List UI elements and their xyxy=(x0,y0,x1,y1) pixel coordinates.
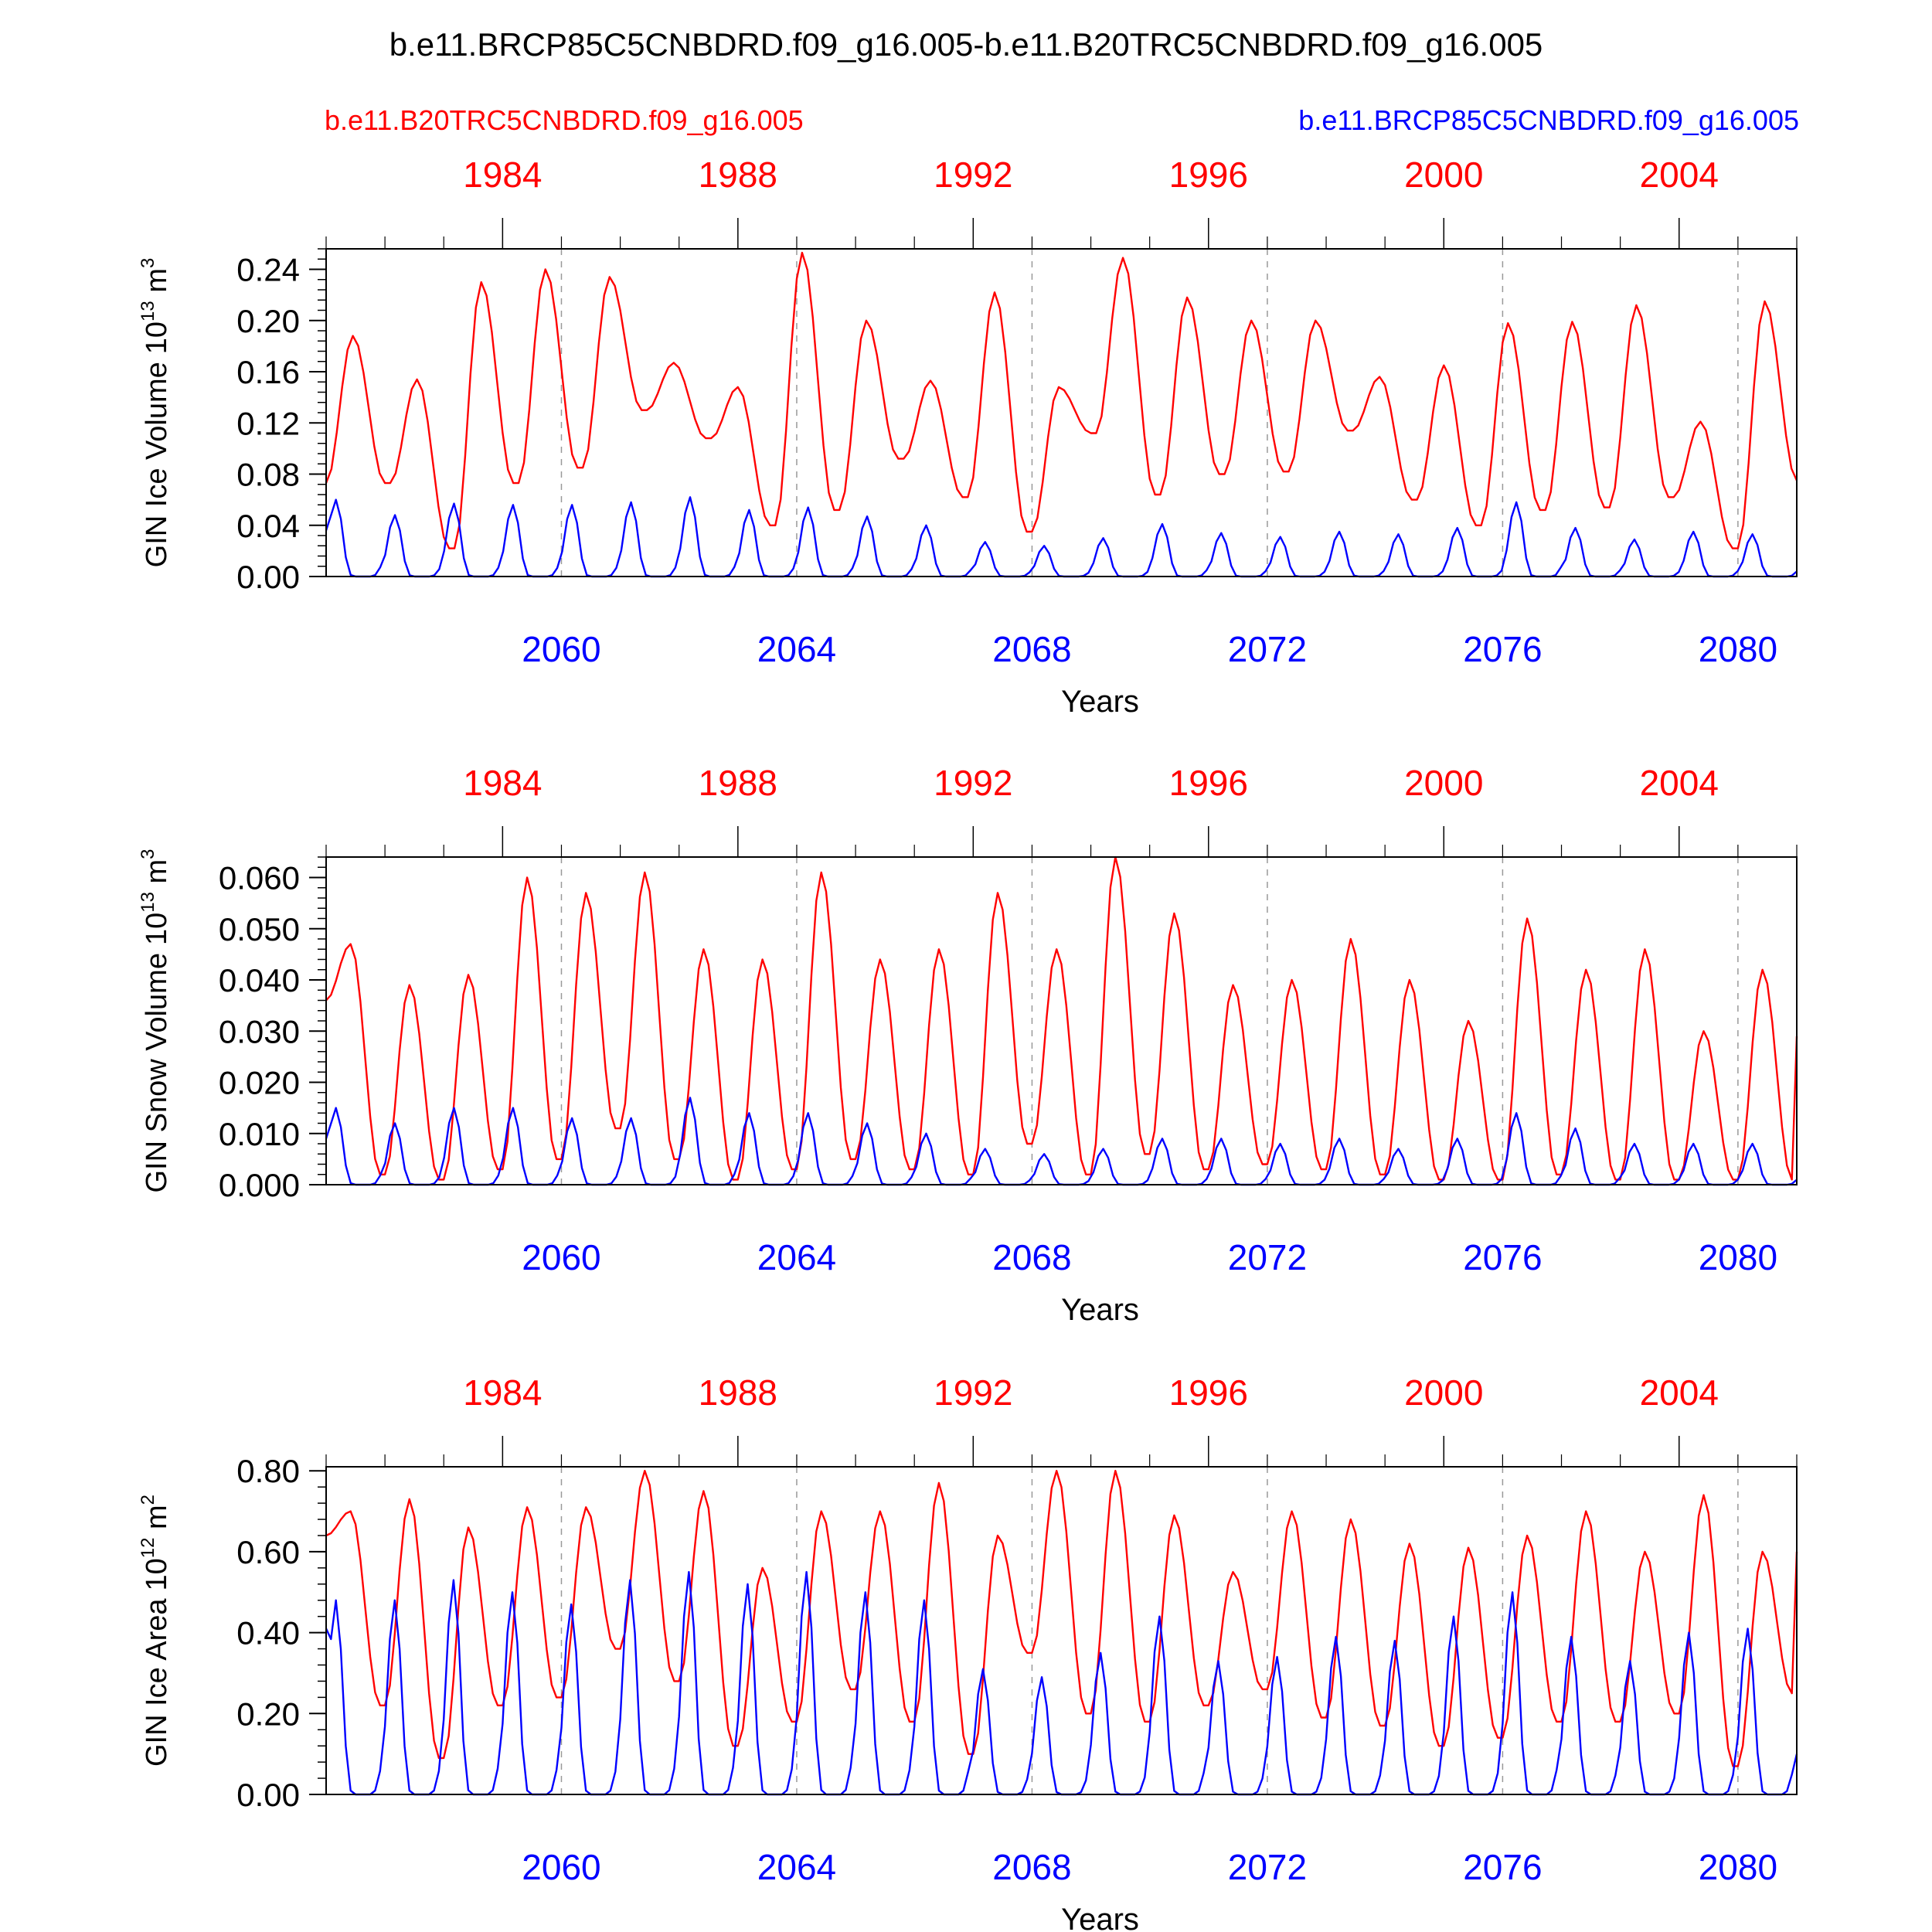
top-year-label: 1988 xyxy=(699,1372,777,1413)
bottom-year-label: 2068 xyxy=(992,629,1071,669)
y-tick-label: 0.050 xyxy=(219,911,300,947)
y-tick-label: 0.16 xyxy=(236,354,300,390)
top-year-label: 1984 xyxy=(463,155,542,195)
bottom-year-label: 2076 xyxy=(1463,1237,1542,1277)
bottom-year-label: 2072 xyxy=(1228,1847,1307,1887)
series-line-red xyxy=(325,855,1798,1181)
y-label-part: GIN Ice Area xyxy=(141,1598,173,1767)
y-tick-label: 0.08 xyxy=(236,457,300,493)
figure-title: b.e11.BRCP85C5CNBDRD.f09_g16.005-b.e11.B… xyxy=(389,26,1543,63)
y-tick-label: 0.00 xyxy=(236,1777,300,1813)
top-year-label: 2004 xyxy=(1640,155,1719,195)
bottom-year-label: 2080 xyxy=(1699,629,1777,669)
panels: 0.00 0.04 0.08 0.12 0.16 0.20 0.24 1984 1988 1992… xyxy=(138,155,1798,1932)
y-label-part: 10 xyxy=(141,1558,173,1590)
panel-3: 0.00 0.20 0.40 0.60 0.80 1984 1988 1992 1996 2000… xyxy=(138,1372,1798,1932)
top-year-label: 2000 xyxy=(1404,763,1483,803)
top-year-label: 1996 xyxy=(1169,1372,1248,1413)
y-label-part: m xyxy=(141,859,173,892)
y-tick-label: 0.20 xyxy=(236,303,300,339)
bottom-year-label: 2072 xyxy=(1228,629,1307,669)
bottom-year-label: 2080 xyxy=(1699,1847,1777,1887)
x-axis-label: Years xyxy=(1061,685,1139,719)
bottom-year-label: 2080 xyxy=(1699,1237,1777,1277)
bottom-year-label: 2076 xyxy=(1463,629,1542,669)
series-line-red xyxy=(325,251,1798,549)
top-year-label: 2004 xyxy=(1640,1372,1719,1413)
y-tick-label: 0.010 xyxy=(219,1116,300,1152)
top-year-label: 1984 xyxy=(463,1372,542,1413)
y-tick-label: 0.20 xyxy=(236,1696,300,1732)
top-year-label: 2004 xyxy=(1640,763,1719,803)
y-axis-label: GIN Ice Volume 1013 m3 xyxy=(138,258,173,568)
y-axis-label: GIN Snow Volume 1013 m3 xyxy=(138,849,173,1192)
y-tick-label: 0.60 xyxy=(236,1534,300,1570)
series-line-blue xyxy=(325,496,1798,578)
y-label-part: 12 xyxy=(138,1538,158,1559)
y-tick-label: 0.00 xyxy=(236,559,300,595)
bottom-year-label: 2068 xyxy=(992,1847,1071,1887)
y-label-part: GIN Snow Volume xyxy=(141,953,173,1192)
y-tick-label: 0.04 xyxy=(236,508,300,544)
legend-blue-case: b.e11.BRCP85C5CNBDRD.f09_g16.005 xyxy=(1298,104,1799,136)
legend-red-case: b.e11.B20TRC5CNBDRD.f09_g16.005 xyxy=(325,104,804,136)
y-tick-label: 0.040 xyxy=(219,962,300,998)
y-axis-label: GIN Ice Area 1012 m2 xyxy=(138,1495,173,1767)
y-tick-label: 0.060 xyxy=(219,860,300,896)
bottom-year-label: 2064 xyxy=(757,1237,836,1277)
top-year-label: 1992 xyxy=(934,763,1012,803)
y-label-part: 3 xyxy=(138,849,158,859)
top-year-label: 2000 xyxy=(1404,155,1483,195)
plot-frame xyxy=(325,1466,1798,1795)
series-line-blue xyxy=(325,1570,1798,1796)
series-line-blue xyxy=(325,1097,1798,1186)
top-year-label: 2000 xyxy=(1404,1372,1483,1413)
y-label-part: 13 xyxy=(138,301,158,321)
top-year-label: 1988 xyxy=(699,763,777,803)
y-label-part: GIN Ice Volume xyxy=(141,362,173,567)
bottom-year-label: 2060 xyxy=(522,629,600,669)
bottom-year-label: 2072 xyxy=(1228,1237,1307,1277)
y-tick-label: 0.12 xyxy=(236,405,300,441)
panel-2: 0.000 0.010 0.020 0.030 0.040 0.050 0.060 1984 1… xyxy=(138,763,1798,1327)
bottom-year-label: 2064 xyxy=(757,629,836,669)
panel-1: 0.00 0.04 0.08 0.12 0.16 0.20 0.24 1984 1988 1992… xyxy=(138,155,1798,719)
bottom-year-label: 2060 xyxy=(522,1847,600,1887)
y-label-part: 13 xyxy=(138,892,158,913)
y-label-part: 10 xyxy=(141,913,173,945)
y-label-part: 10 xyxy=(141,321,173,354)
bottom-year-label: 2076 xyxy=(1463,1847,1542,1887)
y-tick-label: 0.80 xyxy=(236,1453,300,1489)
top-year-label: 1988 xyxy=(699,155,777,195)
y-label-part: 3 xyxy=(138,258,158,268)
y-label-part: m xyxy=(141,268,173,301)
top-year-label: 1996 xyxy=(1169,155,1248,195)
y-tick-label: 0.24 xyxy=(236,252,300,288)
top-year-label: 1992 xyxy=(934,1372,1012,1413)
bottom-year-label: 2068 xyxy=(992,1237,1071,1277)
y-label-part: m xyxy=(141,1505,173,1537)
y-tick-label: 0.000 xyxy=(219,1167,300,1203)
bottom-year-label: 2064 xyxy=(757,1847,836,1887)
y-tick-label: 0.030 xyxy=(219,1013,300,1049)
x-axis-label: Years xyxy=(1061,1903,1139,1932)
top-year-label: 1996 xyxy=(1169,763,1248,803)
x-axis-label: Years xyxy=(1061,1293,1139,1327)
plot-frame xyxy=(325,856,1798,1185)
bottom-year-label: 2060 xyxy=(522,1237,600,1277)
y-tick-label: 0.40 xyxy=(236,1615,300,1651)
series-line-red xyxy=(325,1470,1798,1767)
y-tick-label: 0.020 xyxy=(219,1065,300,1101)
y-label-part: 2 xyxy=(138,1495,158,1505)
top-year-label: 1992 xyxy=(934,155,1012,195)
top-year-label: 1984 xyxy=(463,763,542,803)
